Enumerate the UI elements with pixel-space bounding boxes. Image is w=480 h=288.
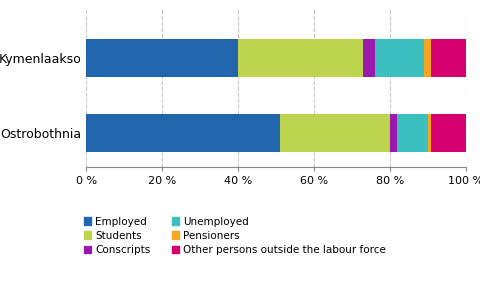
Bar: [238, 39, 363, 77]
Bar: [432, 39, 466, 77]
Bar: [363, 39, 374, 77]
Bar: [280, 114, 390, 152]
Bar: [86, 114, 280, 152]
Bar: [397, 114, 428, 152]
Bar: [432, 114, 466, 152]
Bar: [86, 39, 238, 77]
Bar: [374, 39, 424, 77]
Legend: Employed, Students, Conscripts, Unemployed, Pensioners, Other persons outside th: Employed, Students, Conscripts, Unemploy…: [84, 217, 386, 255]
Bar: [428, 114, 432, 152]
Bar: [390, 114, 397, 152]
Bar: [424, 39, 432, 77]
